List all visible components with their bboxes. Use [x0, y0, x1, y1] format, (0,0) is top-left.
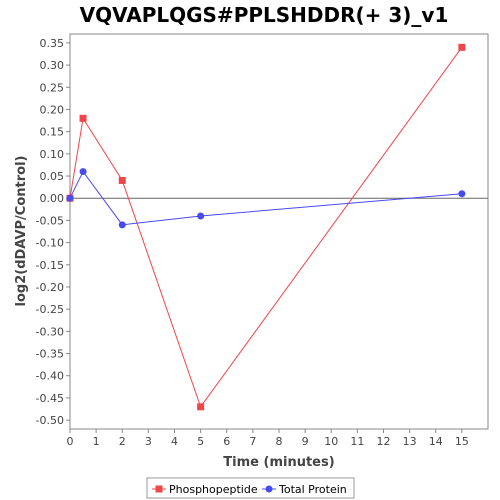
x-tick-label: 14 — [429, 435, 443, 448]
y-tick-label: 0.30 — [40, 59, 65, 72]
x-tick-label: 8 — [276, 435, 283, 448]
x-tick-label: 11 — [350, 435, 364, 448]
y-tick-label: -0.35 — [36, 348, 64, 361]
x-tick-label: 10 — [324, 435, 338, 448]
x-axis-label: Time (minutes) — [223, 455, 334, 470]
y-tick-label: -0.15 — [36, 259, 64, 272]
x-tick-label: 15 — [455, 435, 469, 448]
legend-marker — [155, 485, 163, 493]
x-tick-label: 13 — [403, 435, 417, 448]
y-tick-label: 0.00 — [40, 192, 65, 205]
x-tick-label: 12 — [377, 435, 391, 448]
x-tick-label: 5 — [197, 435, 204, 448]
data-point — [118, 221, 126, 229]
x-tick-label: 6 — [223, 435, 230, 448]
chart-title: VQVAPLQGS#PPLSHDDR(+ 3)_v1 — [80, 3, 449, 27]
data-point — [66, 194, 74, 202]
y-tick-label: -0.25 — [36, 303, 64, 316]
x-tick-label: 9 — [302, 435, 309, 448]
series-layer — [66, 43, 466, 411]
y-tick-label: -0.05 — [36, 214, 64, 227]
data-point — [79, 114, 87, 122]
legend-label: Phosphopeptide — [169, 483, 258, 496]
y-tick-label: 0.15 — [40, 126, 65, 139]
data-point — [458, 190, 466, 198]
y-tick-label: 0.10 — [40, 148, 65, 161]
series-1 — [66, 168, 466, 229]
y-axis-label: log2(dDAVP/Control) — [14, 156, 29, 307]
data-point — [197, 403, 205, 411]
y-tick-label: 0.05 — [40, 170, 65, 183]
x-axis: 0 1 2 3 4 5 6 7 8 9 10 11 12 13 14 15 — [67, 429, 469, 448]
y-tick-label: 0.20 — [40, 103, 65, 116]
y-tick-label: -0.45 — [36, 392, 64, 405]
x-tick-label: 2 — [119, 435, 126, 448]
x-tick-label: 7 — [249, 435, 256, 448]
x-tick-label: 4 — [171, 435, 178, 448]
legend-box — [146, 477, 355, 499]
plot-area — [69, 33, 489, 430]
data-point — [458, 43, 466, 51]
y-tick-label: -0.40 — [36, 370, 64, 383]
y-axis: 0.35 0.30 0.25 0.20 0.15 0.10 0.05 0.00 -0.05 -0.… — [36, 37, 70, 427]
legend: Phosphopeptide Total Protein — [146, 477, 355, 499]
x-tick-label: 1 — [93, 435, 100, 448]
y-tick-label: 0.35 — [40, 37, 65, 50]
x-tick-label: 3 — [145, 435, 152, 448]
y-tick-label: 0.25 — [40, 81, 65, 94]
data-point — [79, 168, 87, 176]
y-tick-label: -0.10 — [36, 237, 64, 250]
x-tick-label: 0 — [67, 435, 74, 448]
data-point — [197, 212, 205, 220]
y-tick-label: -0.20 — [36, 281, 64, 294]
y-tick-label: -0.50 — [36, 414, 64, 427]
data-point — [118, 176, 126, 184]
legend-marker — [265, 485, 273, 493]
legend-label: Total Protein — [278, 483, 347, 496]
y-tick-label: -0.30 — [36, 325, 64, 338]
